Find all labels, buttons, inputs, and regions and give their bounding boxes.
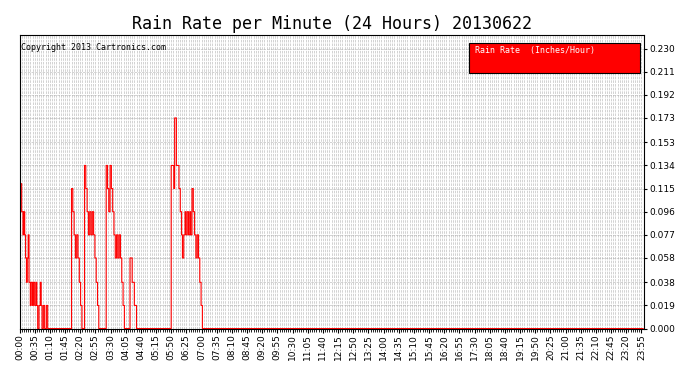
Text: Rain Rate  (Inches/Hour): Rain Rate (Inches/Hour) xyxy=(475,46,595,56)
FancyBboxPatch shape xyxy=(469,44,640,73)
Title: Rain Rate per Minute (24 Hours) 20130622: Rain Rate per Minute (24 Hours) 20130622 xyxy=(132,15,531,33)
Text: Copyright 2013 Cartronics.com: Copyright 2013 Cartronics.com xyxy=(21,44,166,52)
